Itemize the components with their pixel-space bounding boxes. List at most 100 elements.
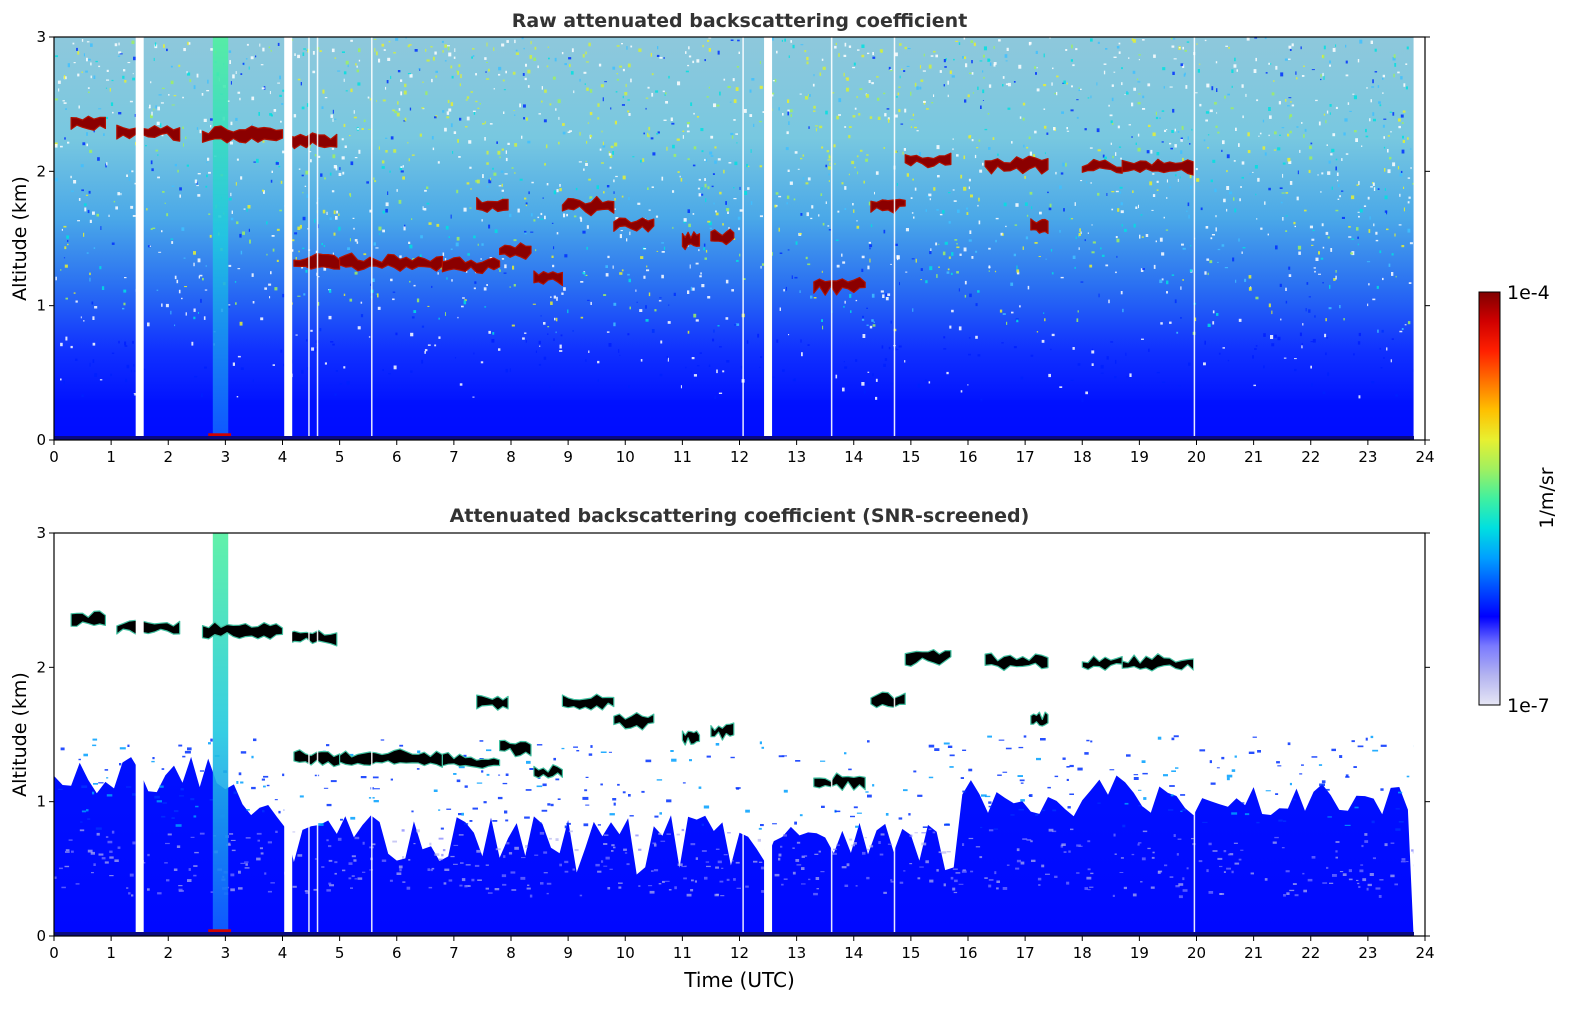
noise-speck xyxy=(201,393,203,398)
noise-speck xyxy=(1043,125,1047,129)
noise-speck xyxy=(836,844,840,846)
cloud-layer xyxy=(201,125,284,144)
noise-speck xyxy=(547,326,550,328)
noise-speck xyxy=(1323,75,1325,80)
noise-speck xyxy=(99,379,103,381)
noise-speck xyxy=(626,46,628,50)
noise-speck xyxy=(536,744,543,746)
noise-speck xyxy=(181,227,185,231)
noise-speck xyxy=(929,266,933,271)
cloud-layer xyxy=(287,629,338,647)
noise-speck xyxy=(618,349,620,353)
noise-speck xyxy=(887,843,893,845)
noise-speck xyxy=(399,167,403,171)
noise-speck xyxy=(276,259,279,262)
noise-speck xyxy=(556,189,559,193)
noise-speck xyxy=(589,196,593,200)
noise-speck xyxy=(89,219,92,223)
noise-speck xyxy=(988,879,994,881)
noise-speck xyxy=(1394,63,1397,67)
x-tick-label: 9 xyxy=(563,448,573,466)
noise-speck xyxy=(971,60,973,64)
noise-speck xyxy=(409,107,412,111)
noise-speck xyxy=(607,255,610,259)
noise-speck xyxy=(1392,112,1395,116)
noise-speck xyxy=(772,376,775,379)
noise-speck xyxy=(855,825,859,828)
noise-speck xyxy=(388,41,391,43)
noise-speck xyxy=(1091,348,1094,352)
noise-speck xyxy=(1281,127,1285,129)
noise-speck xyxy=(854,166,856,169)
noise-speck xyxy=(245,863,248,866)
noise-speck xyxy=(70,190,74,192)
noise-speck xyxy=(844,42,847,47)
noise-speck xyxy=(584,789,588,792)
noise-speck xyxy=(1087,889,1091,891)
noise-speck xyxy=(804,855,808,857)
screened-plot-area xyxy=(54,533,1425,936)
noise-speck xyxy=(77,220,80,222)
noise-speck xyxy=(507,142,510,145)
noise-speck xyxy=(448,108,452,112)
noise-speck xyxy=(1238,238,1240,242)
noise-speck xyxy=(1277,147,1281,151)
noise-speck xyxy=(884,358,888,361)
noise-speck xyxy=(301,174,304,177)
noise-speck xyxy=(453,56,456,59)
noise-speck xyxy=(1398,118,1401,122)
noise-speck xyxy=(643,248,647,250)
noise-speck xyxy=(739,209,743,212)
noise-speck xyxy=(932,831,936,834)
noise-speck xyxy=(486,773,490,776)
noise-speck xyxy=(410,370,413,373)
noise-speck xyxy=(186,71,188,74)
noise-speck xyxy=(484,306,487,308)
noise-speck xyxy=(182,126,184,129)
noise-speck xyxy=(1133,777,1139,780)
noise-speck xyxy=(719,880,724,883)
noise-speck xyxy=(398,865,403,869)
noise-speck xyxy=(67,240,69,243)
noise-speck xyxy=(335,370,338,372)
noise-speck xyxy=(782,369,785,372)
x-tick-label: 17 xyxy=(1016,448,1035,466)
noise-speck xyxy=(471,878,475,882)
noise-speck xyxy=(1173,58,1177,60)
noise-speck xyxy=(740,365,744,369)
noise-speck xyxy=(314,385,317,389)
noise-speck xyxy=(1217,131,1220,134)
raw-plot-area xyxy=(54,37,1425,440)
noise-speck xyxy=(553,190,556,195)
noise-speck xyxy=(1111,208,1114,211)
noise-speck xyxy=(187,72,191,76)
noise-speck xyxy=(382,369,384,372)
noise-speck xyxy=(297,54,300,59)
noise-speck xyxy=(399,744,404,747)
noise-speck xyxy=(204,289,208,291)
noise-speck xyxy=(246,809,250,811)
noise-speck xyxy=(1310,341,1314,343)
noise-speck xyxy=(747,187,750,190)
noise-speck xyxy=(1028,42,1031,46)
noise-speck xyxy=(952,148,954,151)
noise-speck xyxy=(535,249,537,252)
noise-speck xyxy=(690,370,692,374)
noise-speck xyxy=(1220,893,1223,895)
noise-speck xyxy=(1189,143,1191,145)
noise-speck xyxy=(1308,169,1311,173)
noise-speck xyxy=(373,177,375,180)
noise-speck xyxy=(988,147,991,150)
noise-speck xyxy=(1015,203,1019,207)
noise-speck xyxy=(964,294,967,298)
noise-speck xyxy=(627,110,630,113)
noise-speck xyxy=(543,356,547,360)
noise-speck xyxy=(275,162,279,165)
noise-speck xyxy=(687,158,690,161)
noise-speck xyxy=(580,281,584,283)
noise-speck xyxy=(464,299,467,302)
noise-speck xyxy=(585,163,588,166)
noise-speck xyxy=(1120,210,1124,214)
noise-speck xyxy=(403,226,406,231)
noise-speck xyxy=(608,751,612,753)
